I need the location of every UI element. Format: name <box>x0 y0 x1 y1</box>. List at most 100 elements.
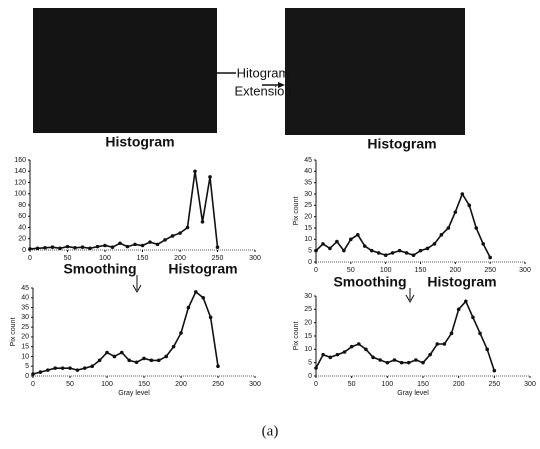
data-point <box>185 225 190 230</box>
data-point <box>140 243 145 248</box>
data-point <box>356 233 360 237</box>
data-point <box>208 175 212 179</box>
data-point <box>90 364 94 369</box>
step-label: Smoothing <box>333 274 406 290</box>
data-point <box>488 255 492 260</box>
data-point <box>179 331 183 335</box>
data-point <box>73 245 77 250</box>
x-tick-label: 0 <box>314 381 318 388</box>
y-tick-label: 45 <box>21 285 29 292</box>
x-tick-label: 250 <box>484 267 496 274</box>
data-point <box>392 358 397 362</box>
data-point <box>411 253 416 257</box>
data-point <box>342 350 347 354</box>
data-point <box>481 242 486 246</box>
data-point <box>478 331 482 336</box>
y-tick-label: 60 <box>18 213 26 220</box>
y-tick-label: 25 <box>21 324 29 331</box>
data-point <box>133 242 137 247</box>
figure-caption: (a) <box>262 423 279 439</box>
step-label: Histogram <box>168 261 237 277</box>
y-tick-label: 5 <box>308 248 312 255</box>
data-point <box>414 358 418 362</box>
data-point <box>404 251 409 255</box>
image-caption: Histogram <box>105 134 174 150</box>
data-point <box>456 307 461 312</box>
data-point <box>349 237 353 242</box>
data-point <box>193 169 197 174</box>
step-label: Histogram <box>427 274 496 290</box>
y-tick-label: 20 <box>304 320 312 327</box>
y-tick-label: 120 <box>14 179 26 186</box>
y-tick-label: 40 <box>18 224 26 231</box>
data-point <box>364 347 368 352</box>
data-point <box>164 354 168 359</box>
data-point <box>83 366 87 370</box>
data-point <box>201 295 205 300</box>
x-tick-label: 150 <box>137 255 149 262</box>
data-point <box>103 243 107 248</box>
data-point <box>68 366 72 370</box>
y-tick-label: 25 <box>304 306 312 313</box>
data-line <box>315 192 491 258</box>
x-tick-label: 200 <box>453 381 465 388</box>
data-point <box>342 248 346 253</box>
x-tick-label: 0 <box>314 267 318 274</box>
x-axis-label: Gray level <box>397 390 429 397</box>
y-tick-label: 10 <box>21 353 29 360</box>
y-tick-label: 0 <box>22 247 26 254</box>
original-image <box>33 8 217 133</box>
y-tick-label: 15 <box>304 333 312 340</box>
data-point <box>88 246 92 251</box>
data-point <box>53 366 57 370</box>
y-tick-label: 30 <box>304 191 312 198</box>
x-tick-label: 50 <box>64 255 72 262</box>
y-tick-label: 10 <box>304 236 312 243</box>
data-point <box>50 245 55 249</box>
data-point <box>31 372 35 376</box>
extended-image <box>285 8 465 135</box>
y-axis-label: Pix count <box>293 322 300 351</box>
data-point <box>349 344 354 349</box>
y-tick-label: 20 <box>21 334 29 341</box>
data-point <box>471 315 475 320</box>
arrow-head <box>278 82 285 88</box>
x-tick-label: 100 <box>101 381 113 388</box>
y-tick-label: 140 <box>14 168 26 175</box>
data-point <box>435 342 440 346</box>
x-tick-label: 200 <box>449 267 461 274</box>
x-tick-label: 250 <box>212 255 224 262</box>
data-point <box>474 226 479 230</box>
data-point <box>43 245 47 250</box>
data-point <box>75 368 80 372</box>
data-point <box>194 290 198 294</box>
step-label: Smoothing <box>63 261 136 277</box>
y-tick-label: 15 <box>21 344 29 351</box>
data-point <box>485 347 490 352</box>
x-tick-label: 50 <box>348 381 356 388</box>
y-tick-label: 160 <box>14 157 26 164</box>
y-tick-label: 10 <box>304 346 312 353</box>
x-tick-label: 200 <box>175 381 187 388</box>
x-tick-label: 250 <box>488 381 500 388</box>
data-point <box>335 239 339 244</box>
data-point <box>95 244 100 249</box>
data-point <box>314 248 318 253</box>
data-point <box>163 238 167 242</box>
data-point <box>357 342 361 346</box>
arrow <box>132 275 142 294</box>
data-point <box>171 344 176 349</box>
x-axis-label: Gray level <box>118 390 150 397</box>
data-point <box>65 244 70 249</box>
x-tick-label: 250 <box>212 381 224 388</box>
data-point <box>186 305 191 310</box>
x-tick-label: 50 <box>66 381 74 388</box>
data-point <box>105 350 109 355</box>
data-point <box>439 233 444 237</box>
data-point <box>215 245 220 249</box>
data-point <box>385 360 390 365</box>
y-axis-label: Pix count <box>10 318 17 347</box>
data-point <box>397 248 402 253</box>
y-tick-label: 40 <box>21 295 29 302</box>
